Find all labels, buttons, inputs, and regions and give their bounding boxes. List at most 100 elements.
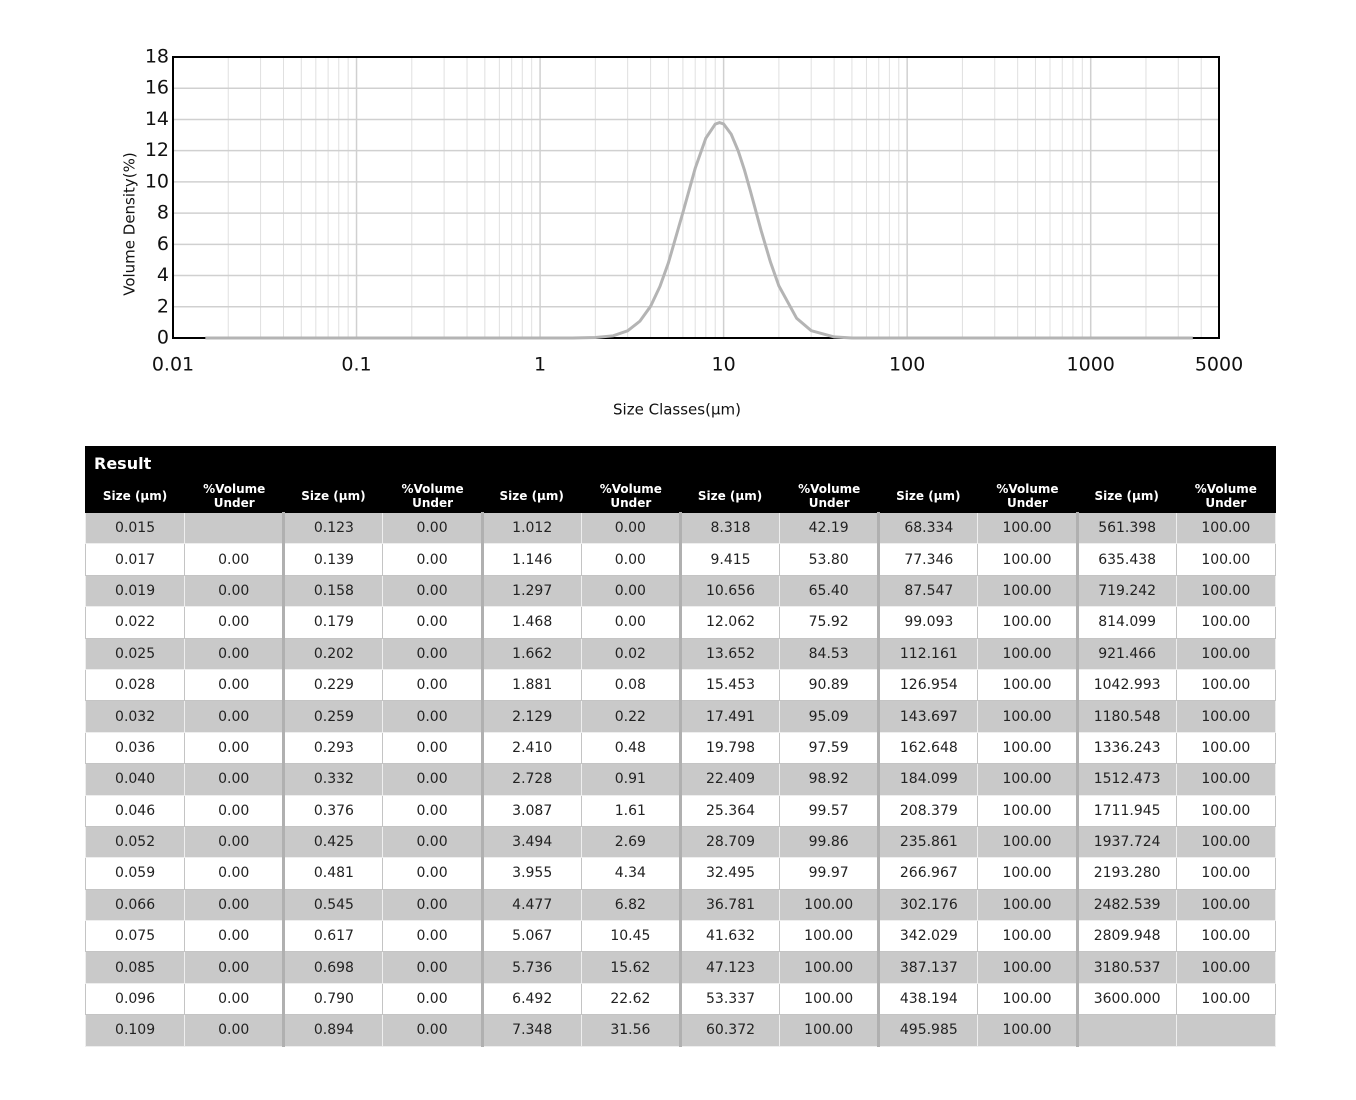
header-row: Size (μm) %Volume Under Size (μm) %Volume U… [84, 479, 1276, 513]
y-tick-label: 4 [157, 264, 169, 286]
size-cell: 0.032 [84, 700, 186, 733]
volume-under-cell: 100.00 [977, 982, 1078, 1016]
column-header: Size (μm) [1076, 479, 1177, 513]
volume-under-cell: 0.00 [184, 700, 285, 733]
volume-under-cell: 0.00 [184, 637, 285, 670]
volume-under-cell: 31.56 [580, 1014, 681, 1047]
volume-under-cell: 100.00 [779, 888, 880, 922]
size-cell: 5.736 [480, 951, 582, 984]
y-tick-label: 6 [157, 233, 169, 255]
title-row: Result [85, 446, 1276, 480]
size-cell: 0.617 [282, 920, 384, 953]
volume-under-cell: 99.57 [779, 794, 880, 827]
size-cell: 12.062 [678, 606, 781, 639]
size-cell: 87.547 [877, 574, 979, 608]
size-cell: 0.158 [282, 574, 384, 608]
column-header: %Volume Under [580, 479, 681, 513]
size-cell: 1336.243 [1075, 731, 1177, 765]
size-cell: 0.017 [84, 543, 186, 576]
volume-under-cell: 0.00 [382, 668, 483, 702]
size-cell: 1042.993 [1075, 668, 1177, 702]
size-cell: 2.410 [480, 731, 582, 765]
size-cell: 0.376 [282, 794, 384, 827]
column-header: Size (μm) [679, 479, 781, 513]
column-header: Size (μm) [84, 479, 186, 513]
x-tick-label: 5000 [1195, 354, 1243, 376]
volume-under-cell: 100.00 [977, 920, 1078, 953]
volume-under-cell: 0.00 [382, 574, 483, 608]
volume-under-cell: 0.00 [184, 920, 285, 953]
volume-under-cell: 100.00 [1175, 920, 1276, 953]
size-cell: 266.967 [877, 857, 979, 890]
chart: Volume Density(%) Size Classes(μm) 0 2 4 6 8… [121, 46, 1244, 419]
y-tick-label: 10 [145, 170, 169, 192]
volume-under-cell: 100.00 [1175, 888, 1276, 922]
volume-under-cell: 100.00 [977, 825, 1078, 859]
table-row: 0.046 0.00 0.376 0.00 3.087 1.61 25.364 99.57 20… [84, 794, 1276, 827]
size-cell: 36.781 [678, 888, 781, 922]
volume-under-cell: 0.00 [382, 1014, 483, 1047]
size-cell: 3180.537 [1075, 951, 1177, 984]
size-cell: 17.491 [678, 700, 781, 733]
volume-under-cell: 100.00 [977, 1014, 1078, 1047]
volume-under-cell: 0.00 [382, 606, 483, 639]
volume-under-cell: 100.00 [977, 888, 1078, 922]
size-cell: 3.087 [480, 794, 582, 827]
volume-under-cell: 100.00 [977, 857, 1078, 890]
table-row: 0.032 0.00 0.259 0.00 2.129 0.22 17.491 95.09 14… [84, 700, 1276, 733]
volume-under-cell: 90.89 [779, 668, 880, 702]
volume-under-cell: 100.00 [977, 951, 1078, 984]
volume-under-cell: 0.00 [184, 606, 285, 639]
volume-under-cell: 0.48 [580, 731, 681, 765]
table-row: 0.015 0.123 0.00 1.012 0.00 8.318 42.19 68.334 1… [84, 511, 1276, 545]
size-cell: 921.466 [1075, 637, 1177, 670]
size-cell: 162.648 [877, 731, 979, 765]
x-tick-label: 0.01 [152, 354, 194, 376]
size-cell: 53.337 [678, 982, 781, 1016]
size-cell: 2809.948 [1075, 920, 1177, 953]
volume-under-cell: 100.00 [1175, 606, 1276, 639]
volume-under-cell: 0.00 [382, 951, 483, 984]
y-tick-label: 12 [145, 139, 169, 161]
volume-under-cell: 0.00 [382, 637, 483, 670]
volume-under-cell: 0.00 [184, 574, 285, 608]
volume-under-cell: 0.00 [382, 543, 483, 576]
y-tick-label: 16 [145, 77, 169, 99]
table-row: 0.085 0.00 0.698 0.00 5.736 15.62 47.123 100.00… [84, 951, 1276, 984]
size-cell: 342.029 [877, 920, 979, 953]
size-cell: 561.398 [1075, 511, 1177, 545]
x-tick-label: 1000 [1067, 354, 1115, 376]
size-cell: 0.229 [282, 668, 384, 702]
size-cell: 1937.724 [1075, 825, 1177, 859]
column-header: Size (μm) [878, 479, 979, 513]
size-cell: 0.332 [282, 763, 384, 796]
size-cell: 126.954 [877, 668, 979, 702]
size-cell: 0.202 [282, 637, 384, 670]
size-cell: 0.019 [84, 574, 186, 608]
table-row: 0.059 0.00 0.481 0.00 3.955 4.34 32.495 99.97 26… [84, 857, 1276, 890]
size-cell: 0.790 [282, 982, 384, 1016]
size-cell: 0.698 [282, 951, 384, 984]
size-cell: 47.123 [678, 951, 781, 984]
table-row: 0.017 0.00 0.139 0.00 1.146 0.00 9.415 53.80 77.… [84, 543, 1276, 576]
volume-under-cell: 0.00 [382, 888, 483, 922]
volume-under-cell: 100.00 [1175, 951, 1276, 984]
volume-under-cell: 0.00 [382, 511, 483, 545]
volume-under-cell: 15.62 [580, 951, 681, 984]
volume-under-cell: 100.00 [977, 763, 1078, 796]
volume-under-cell: 1.61 [580, 794, 681, 827]
volume-under-cell: 0.00 [382, 825, 483, 859]
y-tick-label: 18 [145, 46, 169, 68]
volume-under-cell: 22.62 [580, 982, 681, 1016]
volume-under-cell: 0.00 [382, 920, 483, 953]
size-cell: 68.334 [877, 511, 979, 545]
size-cell: 2.728 [480, 763, 582, 796]
volume-under-cell: 0.00 [184, 668, 285, 702]
volume-under-cell: 0.00 [184, 543, 285, 576]
table-row: 0.019 0.00 0.158 0.00 1.297 0.00 10.656 65.40 87… [84, 574, 1276, 608]
volume-under-cell: 98.92 [779, 763, 880, 796]
size-cell: 1.297 [480, 574, 582, 608]
size-cell: 0.066 [84, 888, 186, 922]
x-tick-label: 10 [712, 354, 736, 376]
